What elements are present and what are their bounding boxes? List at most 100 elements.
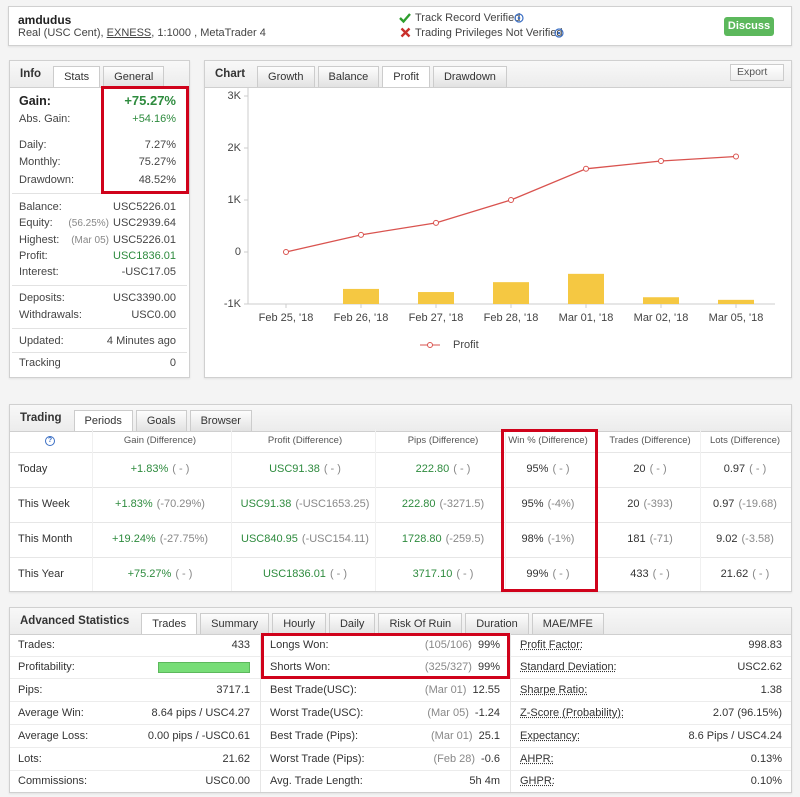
- stat-value: (Mar 01) 12.55: [425, 683, 500, 697]
- info-label: Equity:: [19, 217, 53, 229]
- stat-value-text: -0.6: [481, 753, 500, 765]
- cell-value: 0.97: [713, 498, 735, 510]
- stat-value: (325/327) 99%: [425, 660, 500, 674]
- stat-value-text: 998.83: [748, 639, 782, 651]
- table-cell: 433( - ): [575, 567, 725, 581]
- cell-difference: (-19.68): [738, 498, 777, 510]
- cell-value: 98%: [521, 533, 544, 545]
- info-value: USC5226.01: [113, 200, 176, 214]
- info-label: Monthly:: [19, 156, 61, 168]
- table-cell: 95%( - ): [473, 462, 623, 476]
- tab[interactable]: Goals: [135, 410, 187, 431]
- info-value: USC3390.00: [113, 291, 176, 305]
- tab[interactable]: Summary: [200, 613, 270, 634]
- details-text: , 1:1000 , MetaTrader 4: [151, 27, 266, 39]
- stat-value: 8.64 pips / USC4.27: [152, 706, 250, 720]
- period-label: This Week: [18, 498, 70, 510]
- panel-title: Chart: [215, 68, 246, 80]
- stat-label: Profitability:: [18, 661, 75, 673]
- cell-difference: (-71): [649, 533, 673, 545]
- info-value: 75.27%: [139, 155, 176, 169]
- stat-value-text: 0.13%: [750, 753, 782, 765]
- stat-value-text: 25.1: [478, 730, 500, 742]
- stat-value: 0.10%: [751, 774, 782, 788]
- info-note: (Mar 05): [71, 235, 109, 246]
- tab[interactable]: Profit: [382, 66, 430, 87]
- period-label: This Month: [18, 533, 73, 545]
- cell-difference: (-4%): [547, 498, 575, 510]
- row-separator: [10, 701, 791, 702]
- stat-value-text: 1.38: [760, 684, 782, 696]
- separator: [12, 352, 187, 353]
- stat-label: Commissions:: [18, 775, 88, 787]
- cell-difference: ( - ): [552, 463, 570, 475]
- stat-value: 3717.1: [216, 683, 250, 697]
- column-separator: [700, 429, 701, 591]
- tab[interactable]: Hourly: [272, 613, 326, 634]
- help-icon[interactable]: [514, 13, 524, 23]
- stat-value-text: 12.55: [472, 684, 500, 696]
- tab[interactable]: Periods: [73, 410, 133, 431]
- broker-link[interactable]: EXNESS: [106, 27, 152, 39]
- tab[interactable]: Growth: [257, 66, 315, 87]
- info-value: 0: [170, 356, 176, 370]
- stat-label: Average Win:: [18, 707, 84, 719]
- tab[interactable]: MAE/MFE: [531, 613, 604, 634]
- tab[interactable]: Trades: [141, 613, 198, 634]
- period-label: This Year: [18, 568, 64, 580]
- help-icon[interactable]: ?: [45, 436, 55, 446]
- column-separator: [92, 429, 93, 591]
- cell-value: 95%: [526, 463, 549, 475]
- tab[interactable]: Daily: [328, 613, 376, 634]
- stat-value-text: USC2.62: [737, 661, 782, 673]
- info-label: Profit:: [19, 250, 48, 262]
- trading-panel: [9, 404, 792, 592]
- info-panel: [9, 60, 190, 378]
- help-icon[interactable]: [554, 28, 564, 38]
- row-separator: [10, 747, 791, 748]
- stat-value-text: USC0.00: [205, 775, 250, 787]
- panel-title: Info: [20, 68, 42, 80]
- cell-difference: ( - ): [752, 568, 770, 580]
- table-cell: +75.27%( - ): [85, 567, 235, 581]
- cell-difference: ( - ): [456, 568, 474, 580]
- info-value-text: USC2939.64: [113, 217, 176, 229]
- row-separator: [10, 724, 791, 725]
- info-label: Daily:: [19, 139, 47, 151]
- tab[interactable]: Drawdown: [432, 66, 507, 87]
- info-label: Balance:: [19, 201, 62, 213]
- column-separator: [260, 634, 261, 792]
- export-button[interactable]: Export: [730, 64, 784, 81]
- cell-difference: ( - ): [649, 463, 667, 475]
- info-label: Drawdown:: [19, 174, 75, 186]
- tab-bar: Info Stats General: [10, 61, 189, 88]
- stat-value-text: 0.10%: [750, 775, 782, 787]
- cell-difference: (-3.58): [741, 533, 774, 545]
- stat-value: (105/106) 99%: [425, 638, 500, 652]
- account-details: Real (USC Cent), EXNESS, 1:1000 , MetaTr…: [18, 26, 266, 40]
- info-value: (Mar 05) USC5226.01: [71, 233, 176, 248]
- tab[interactable]: Stats: [53, 66, 101, 87]
- tab[interactable]: Duration: [465, 613, 529, 634]
- tab[interactable]: Balance: [317, 66, 380, 87]
- tab[interactable]: Risk Of Ruin: [378, 613, 463, 634]
- info-value: USC1836.01: [113, 249, 176, 263]
- table-cell: USC91.38 (-USC1653.25): [230, 497, 380, 511]
- cell-value: 95%: [521, 498, 544, 510]
- tab[interactable]: Browser: [189, 410, 252, 431]
- tab[interactable]: General: [103, 66, 165, 87]
- stat-value: 2.07 (96.15%): [713, 706, 782, 720]
- table-cell: 9.02 (-3.58): [670, 532, 800, 546]
- stat-value-text: 0.00 pips / -USC0.61: [147, 730, 250, 742]
- discuss-button[interactable]: Discuss: [724, 17, 774, 36]
- cell-value: 222.80: [401, 498, 436, 510]
- cell-value: 20: [633, 463, 646, 475]
- table-cell: 20( - ): [575, 462, 725, 476]
- row-separator: [10, 522, 791, 523]
- stat-label: Avg. Trade Length:: [270, 775, 363, 787]
- info-note: (56.25%): [68, 218, 109, 229]
- cell-value: USC1836.01: [262, 568, 326, 580]
- stat-value-text: 21.62: [222, 753, 250, 765]
- info-value-text: 4 Minutes ago: [106, 335, 176, 347]
